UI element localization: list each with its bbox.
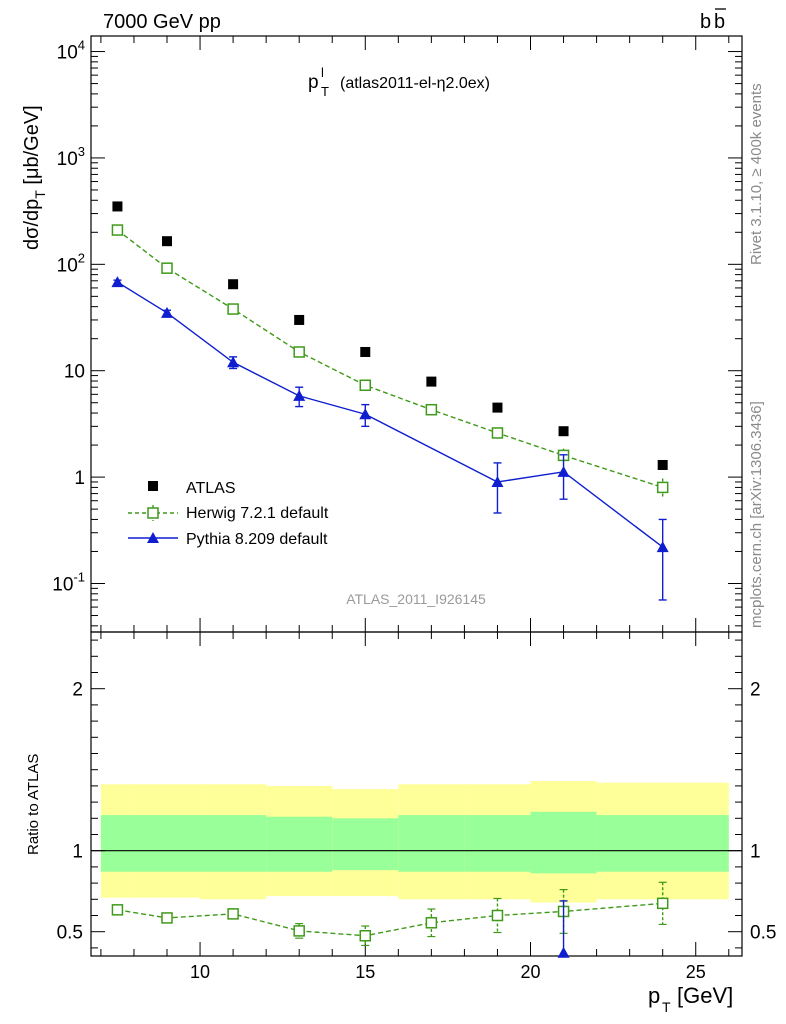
atlas-point (162, 236, 173, 247)
ratio-herwig-point (161, 912, 173, 924)
plot-title-p: p (308, 72, 319, 93)
x-tick-label: 10 (190, 962, 210, 982)
plot-title-rest: (atlas2011-el-η2.0ex) (340, 75, 490, 92)
x-axis-label-p: p (648, 983, 660, 1008)
ratio-band-green (266, 816, 333, 872)
ratio-band-green (464, 815, 531, 872)
ratio-bands (91, 781, 742, 903)
pythia-point (359, 408, 372, 420)
ratio-herwig-line (117, 902, 663, 937)
x-tick-label: 20 (520, 962, 540, 982)
x-tick-label: 25 (686, 962, 706, 982)
main-axes: 10-1 1 10 102 103 104 (52, 36, 742, 632)
y-tick-label: 103 (57, 144, 85, 170)
ratio-band-green (200, 815, 267, 872)
pythia-line (117, 281, 664, 548)
pythia-point (491, 475, 504, 487)
legend-herwig-marker (147, 507, 159, 519)
ratio-herwig-point (111, 904, 124, 916)
herwig-point (491, 427, 504, 439)
atlas-point (492, 402, 503, 413)
analysis-watermark: ATLAS_2011_I926145 (346, 591, 486, 607)
main-ylabel: dσ/dpT [μb/GeV] (21, 105, 48, 250)
herwig-line (117, 229, 663, 489)
pythia-point (557, 465, 570, 477)
ratio-herwig-point (293, 925, 305, 937)
herwig-point (425, 403, 438, 416)
herwig-point (161, 262, 173, 274)
ratio-herwig-point (227, 908, 239, 920)
ratio-band-green (530, 811, 597, 874)
pythia-point (111, 276, 124, 288)
herwig-point (293, 346, 305, 358)
ratio-herwig-point (359, 930, 372, 942)
ratio-herwig-point (491, 909, 504, 922)
plot-title-sup: l (321, 65, 324, 80)
main-ylabel-text: dσ/dpT [μb/GeV] (21, 105, 48, 250)
y-tick-label: 104 (57, 38, 85, 64)
plot-title: p l T (atlas2011-el-η2.0ex) (308, 65, 490, 99)
y-tick-label: 10 (64, 362, 85, 383)
ratio-y-tick-label-right: 2 (750, 680, 761, 701)
ratio-y-tick-label-left: 0.5 (57, 923, 83, 944)
legend-atlas-label: ATLAS (186, 480, 236, 497)
legend-herwig-label: Herwig 7.2.1 default (186, 505, 329, 522)
herwig-point (656, 481, 669, 494)
x-axis-label-rest: [GeV] (677, 983, 733, 1008)
pythia-point (161, 306, 174, 318)
x-axis-label-sub: T (662, 999, 671, 1015)
atlas-point (228, 279, 239, 290)
ratio-axes: 10 15 20 25 0.5 0.5 1 1 2 2 (57, 632, 776, 982)
legend-pythia-marker (147, 532, 159, 543)
ratio-herwig-point (425, 917, 438, 929)
ratio-band-green (100, 815, 134, 872)
ratio-y-tick-label-right: 0.5 (750, 923, 776, 944)
plot-title-sub: T (321, 84, 329, 99)
header-process-bbar: b (714, 11, 725, 33)
legend-atlas-marker (148, 481, 158, 491)
header-energy: 7000 GeV pp (103, 11, 221, 33)
ratio-pythia-point (557, 946, 570, 958)
atlas-point (558, 426, 569, 437)
atlas-point (112, 201, 123, 212)
ratio-band-green (133, 815, 201, 872)
atlas-point (657, 459, 668, 470)
herwig-point (111, 224, 124, 236)
pythia-point (656, 541, 669, 553)
ratio-ylabel: Ratio to ATLAS (25, 754, 42, 855)
atlas-point (426, 376, 437, 387)
y-tick-label: 1 (74, 468, 85, 489)
ratio-herwig-point (656, 897, 669, 910)
mcplots-label: mcplots.cern.ch [arXiv:1306.3436] (748, 401, 765, 628)
ratio-y-tick-label-right: 1 (750, 842, 761, 863)
legend: ATLAS Herwig 7.2.1 default Pythia 8.209 … (128, 480, 329, 548)
x-axis-label: p T [GeV] (648, 983, 733, 1015)
ratio-band-green (398, 815, 465, 872)
y-tick-label: 10-1 (52, 569, 85, 595)
main-marks (111, 201, 669, 601)
herwig-point (227, 303, 239, 315)
rivet-label: Rivet 3.1.10, ≥ 400k events (748, 83, 765, 265)
ratio-y-tick-label-left: 2 (72, 680, 83, 701)
atlas-point (294, 314, 305, 325)
header-process: b b (700, 8, 726, 33)
x-tick-label: 15 (355, 962, 375, 982)
herwig-point (359, 379, 372, 392)
ratio-band-green (596, 815, 729, 872)
atlas-point (360, 346, 371, 357)
pythia-point (293, 389, 306, 401)
pythia-point (227, 356, 240, 368)
ratio-band-green (332, 818, 399, 871)
y-tick-label: 102 (57, 250, 85, 276)
header-process-b: b (700, 11, 711, 33)
ratio-marks (111, 881, 669, 958)
ratio-frame (90, 631, 743, 957)
legend-pythia-label: Pythia 8.209 default (186, 531, 328, 548)
ratio-y-tick-label-left: 1 (72, 842, 83, 863)
